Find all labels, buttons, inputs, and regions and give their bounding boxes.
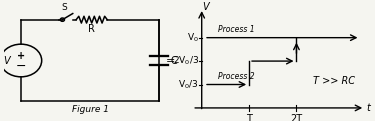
Text: V$_0$/3: V$_0$/3 [178, 78, 199, 91]
Text: V: V [202, 2, 209, 12]
Text: 2V$_0$/3: 2V$_0$/3 [172, 55, 199, 67]
Text: V: V [3, 56, 10, 65]
Text: Figure 1: Figure 1 [72, 105, 108, 114]
Text: −: − [16, 60, 26, 73]
Text: C: C [170, 56, 177, 65]
Text: S: S [61, 3, 67, 12]
Text: t: t [366, 103, 370, 113]
Text: 2T: 2T [290, 114, 303, 121]
Text: +: + [17, 51, 25, 61]
Text: T >> RC: T >> RC [313, 76, 355, 86]
Text: Process 1: Process 1 [218, 25, 255, 34]
Text: Process 2: Process 2 [218, 72, 255, 81]
Text: V$_0$: V$_0$ [187, 31, 199, 44]
Text: =: = [166, 56, 175, 66]
Text: R: R [88, 23, 95, 34]
Text: T: T [246, 114, 252, 121]
